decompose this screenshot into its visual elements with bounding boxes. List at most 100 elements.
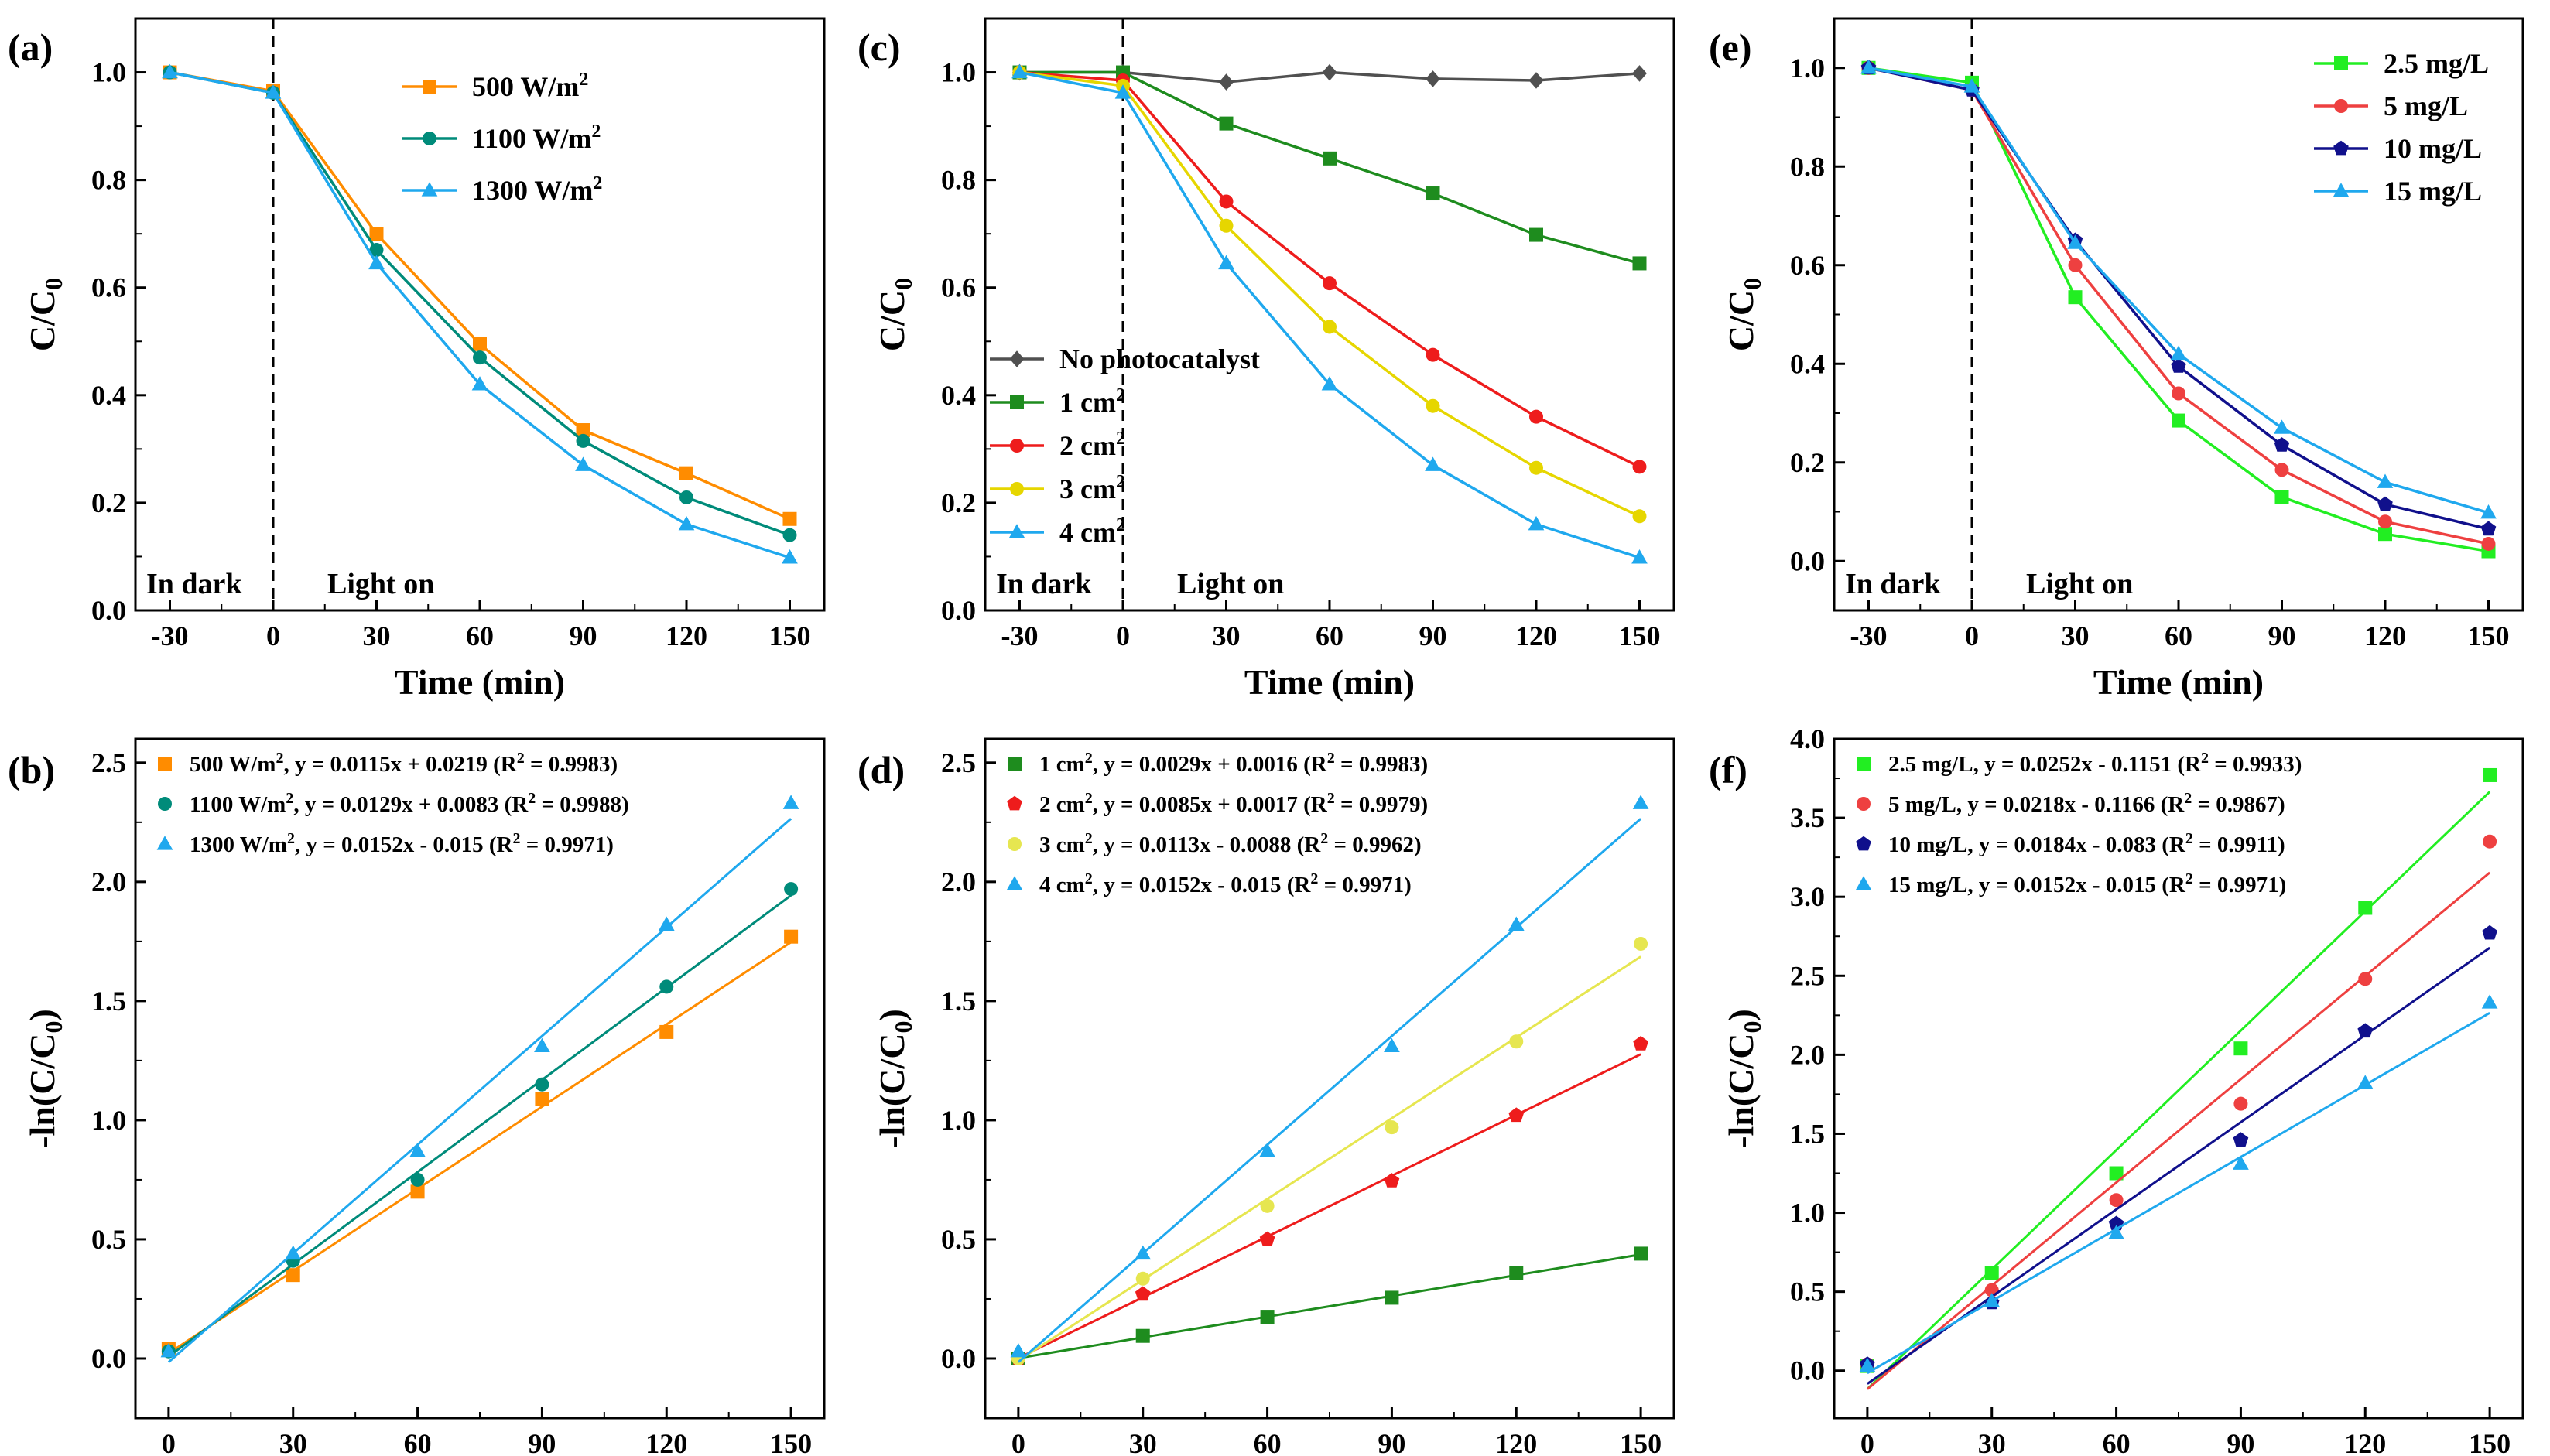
series-2 — [1860, 60, 2497, 536]
legend-r2-sup: 2 — [2185, 870, 2193, 887]
data-point — [1384, 1173, 1400, 1188]
fit-line — [1017, 818, 1642, 1363]
panel-label: (e) — [1709, 26, 1752, 69]
y-tick-label: 0.4 — [91, 380, 126, 411]
data-point — [1219, 73, 1234, 91]
y-axis-title-main: -ln(C/C — [872, 1034, 912, 1148]
legend-equation: 5 mg/L, y = 0.0218x - 0.1166 (R2 = 0.986… — [1888, 790, 2285, 817]
data-point — [782, 511, 797, 526]
series-2 — [160, 795, 799, 1363]
series-2 — [1860, 925, 2497, 1385]
data-point — [2480, 504, 2497, 519]
data-point — [1509, 1034, 1524, 1049]
legend-name: 1100 W/m — [472, 123, 591, 154]
data-point — [2483, 767, 2497, 782]
data-point — [576, 433, 590, 448]
x-axis-title: Time (min) — [1244, 662, 1415, 702]
data-point — [1632, 65, 1647, 82]
legend-r2: = 0.9988) — [536, 792, 628, 817]
data-point — [2172, 413, 2185, 428]
legend-equation: 1300 W/m2, y = 0.0152x - 0.015 (R2 = 0.9… — [190, 830, 614, 857]
legend: 2.5 mg/L 5 mg/L 10 mg/L 15 mg/L — [2314, 48, 2489, 207]
legend-eq: , y = 0.0113x - 0.0088 (R — [1093, 832, 1321, 857]
legend-label: 15 mg/L — [2384, 176, 2482, 207]
data-point — [1528, 515, 1545, 531]
data-point — [2482, 925, 2497, 940]
data-point — [1984, 1266, 1999, 1280]
data-point — [2233, 1132, 2249, 1147]
legend-eq: , y = 0.0085x + 0.0017 (R — [1093, 792, 1328, 817]
data-point — [1631, 549, 1648, 564]
data-point — [1219, 194, 1234, 209]
x-tick-label: 150 — [770, 1428, 812, 1456]
data-point — [1323, 276, 1337, 291]
legend-label: 1300 W/m2 — [472, 173, 602, 206]
x-tick-label: 30 — [1978, 1428, 2006, 1456]
y-tick-label: 0.5 — [941, 1224, 976, 1255]
x-tick-label: -30 — [1001, 620, 1039, 651]
legend-name: 15 mg/L — [1888, 873, 1967, 897]
data-point — [2481, 536, 2496, 551]
y-tick-label: 4.0 — [1790, 723, 1825, 754]
data-point — [1114, 84, 1131, 99]
data-point — [1508, 916, 1525, 931]
legend-marker — [156, 836, 173, 850]
legend-label: 500 W/m2 — [472, 70, 588, 102]
legend-name: 2.5 mg/L — [1888, 752, 1973, 777]
legend-marker — [1007, 795, 1022, 811]
legend-sup: 2 — [591, 121, 601, 142]
data-point — [1632, 795, 1649, 809]
data-point — [784, 929, 799, 944]
legend-name: 1300 W/m — [472, 175, 593, 206]
y-tick-label: 0.4 — [1790, 348, 1825, 379]
legend-sup: 2 — [1085, 830, 1093, 847]
y-tick-label: 1.5 — [1790, 1118, 1825, 1149]
data-point — [1529, 227, 1543, 242]
y-axis-title: -ln(C/C0) — [872, 1009, 917, 1148]
x-tick-label: 120 — [1495, 1428, 1537, 1456]
y-tick-label: 0.0 — [941, 595, 976, 626]
data-point — [1632, 256, 1647, 271]
series-0 — [1860, 767, 2497, 1390]
panel-label: (c) — [857, 26, 901, 69]
y-tick-label: 1.0 — [91, 1105, 126, 1136]
y-tick-label: 2.5 — [1790, 960, 1825, 991]
data-point — [410, 1184, 425, 1199]
legend-r2: = 0.9911) — [2193, 832, 2285, 857]
legend-r2-sup: 2 — [2184, 790, 2192, 807]
legend-r2: = 0.9971) — [2193, 873, 2286, 897]
data-point — [782, 795, 799, 809]
y-tick-label: 0.8 — [941, 165, 976, 196]
data-point — [2357, 1023, 2374, 1038]
legend-marker — [1010, 482, 1024, 496]
y-tick-label: 2.5 — [91, 747, 126, 778]
data-point — [2274, 490, 2289, 504]
data-point — [784, 882, 799, 897]
y-axis-title-main: C/C — [1721, 290, 1761, 351]
x-tick-label: 120 — [2364, 620, 2406, 651]
data-point — [1426, 347, 1440, 362]
legend-marker — [421, 182, 438, 197]
data-point — [369, 243, 384, 258]
data-point — [1385, 1290, 1399, 1305]
legend-name: 2.5 mg/L — [2384, 48, 2489, 79]
legend-name: 5 mg/L — [1888, 792, 1956, 817]
data-point — [1260, 1310, 1275, 1324]
legend-name: 3 cm — [1059, 473, 1116, 504]
data-point — [265, 84, 282, 99]
panel-label: (f) — [1709, 748, 1747, 791]
legend-sup: 2 — [1116, 472, 1125, 492]
legend-r2: = 0.9983) — [525, 752, 618, 777]
legend-name: 5 mg/L — [2384, 91, 2468, 121]
y-axis-title-sub: 0 — [39, 278, 67, 290]
data-point — [2358, 901, 2373, 915]
series-1 — [1011, 1036, 1648, 1365]
legend-label: 2.5 mg/L — [2384, 48, 2489, 79]
x-tick-label: 0 — [1116, 620, 1130, 651]
data-point — [2067, 234, 2083, 249]
data-point — [678, 515, 695, 531]
fit-line — [1018, 1053, 1641, 1359]
series-3 — [1010, 795, 1649, 1363]
legend-marker — [423, 80, 436, 94]
legend-marker — [2334, 56, 2348, 70]
